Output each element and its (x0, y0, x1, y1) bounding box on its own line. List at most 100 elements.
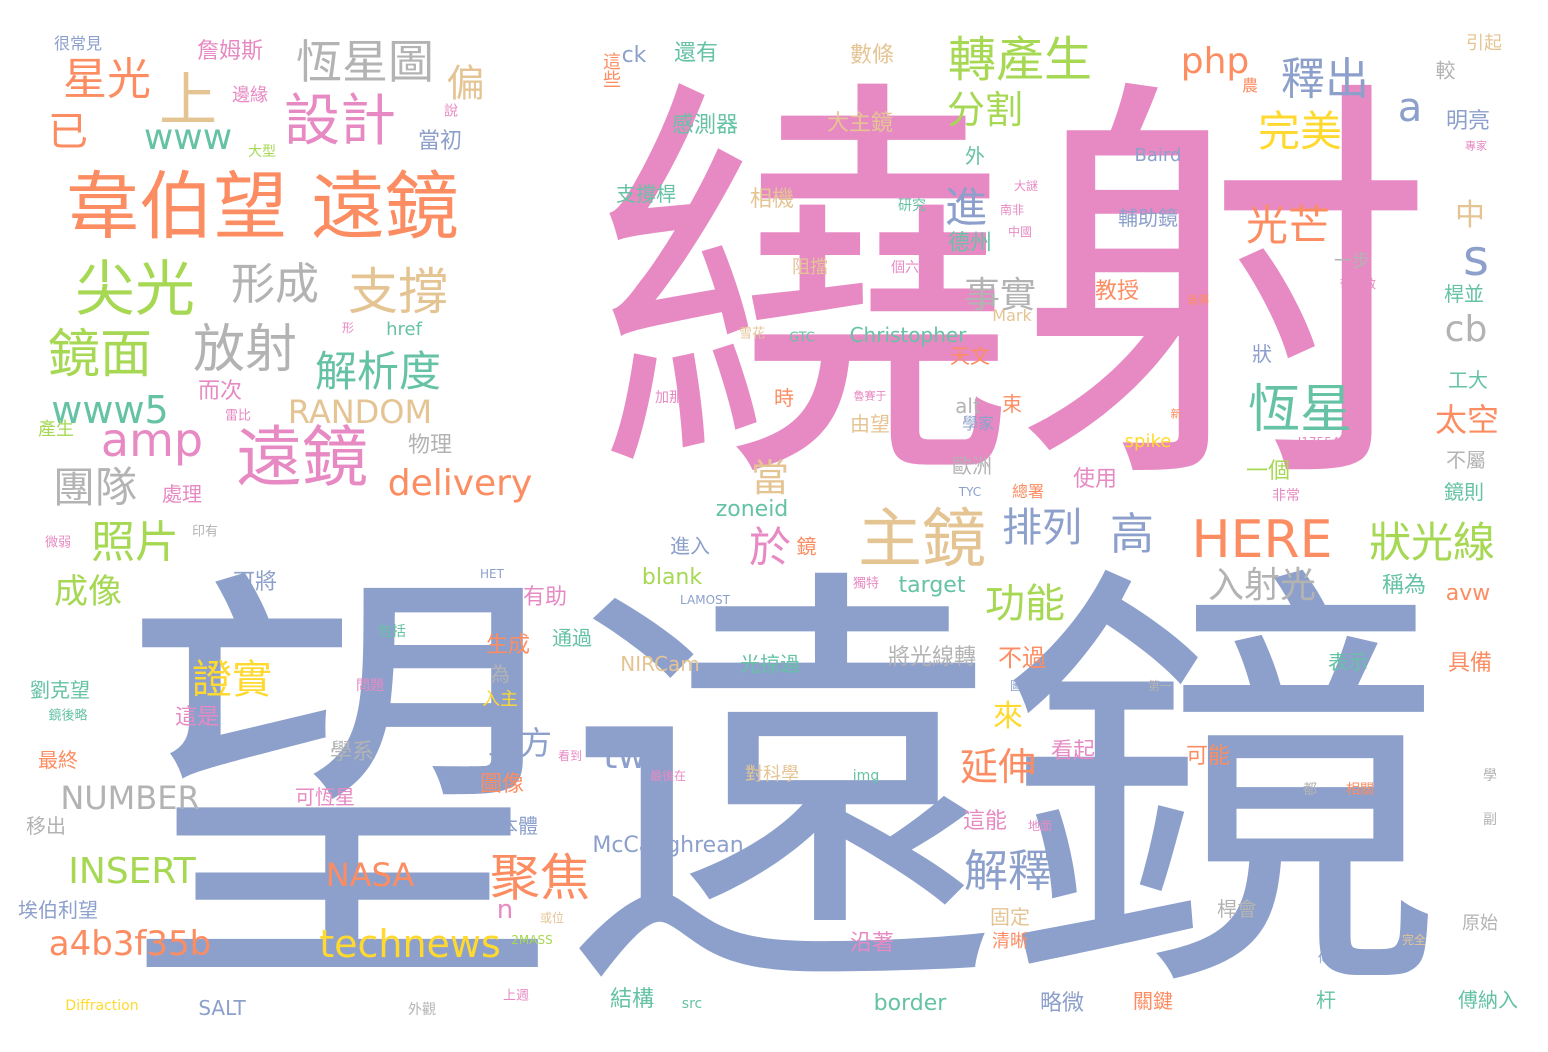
word-alt: alt (955, 394, 981, 418)
word-教授: 教授 (1094, 279, 1140, 304)
word-物理: 物理 (407, 433, 453, 458)
word-結構: src (681, 996, 703, 1012)
word-由望: 由望 (850, 412, 890, 436)
word-專家-small: 專家 (1465, 139, 1487, 153)
word-生成: 生成 (485, 633, 531, 658)
word-印有: 印有 (191, 524, 219, 540)
word-Baird: Baird (1134, 145, 1182, 166)
word-沿著: 清晰 (992, 931, 1028, 952)
word-主鏡: 主鏡 (858, 503, 986, 577)
word-本體: 這能 (962, 809, 1008, 834)
word-釋出: 釋出 (1281, 54, 1369, 105)
word-助理: 埃伯利望 (18, 898, 98, 922)
word-這些: 這些 (600, 52, 621, 88)
word-設計: 設計 (284, 89, 396, 154)
word-關鍵: 杆 (1316, 988, 1336, 1012)
word-成像: 成像 (54, 572, 122, 612)
word-上方: 上方 (487, 724, 553, 762)
word-郁守敬: 郁守敬 (1339, 277, 1377, 291)
word-鏡則: 鏡則 (1444, 480, 1484, 504)
word-恆星: 恆星 (1247, 380, 1353, 440)
word-a4b3f35b: a4b3f35b (48, 924, 212, 964)
word-移出: 本體 (498, 814, 538, 838)
word-形成: 形成 (231, 259, 319, 310)
word-包括: 包括 (378, 624, 406, 640)
word-為: 入主 (482, 689, 518, 710)
word-GTC: GTC (789, 330, 815, 346)
word-光掠過: 光掠過 (740, 652, 800, 676)
word-INSERT: INSERT (68, 851, 196, 892)
word-圖像: 可恆星 (295, 785, 355, 809)
word-amp: amp (100, 413, 204, 467)
word-鏡: 鏡 (793, 536, 817, 556)
word-使用: 使用 (1072, 467, 1118, 492)
word-看起: 看到 (557, 749, 583, 763)
word-technews: technews (319, 922, 501, 966)
word-處理: 處理 (162, 482, 202, 506)
word-研究: 研究 (898, 198, 926, 214)
word-雪花: 雪花 (738, 326, 766, 342)
word-原始: 沿著 (849, 931, 895, 956)
word-一步: 一步 (1334, 251, 1370, 272)
word-tw: tw (603, 736, 647, 777)
word-href: href (386, 319, 422, 340)
word-劉克望: 問題 (356, 678, 384, 694)
word-魯賽于: 魯賽于 (853, 389, 887, 403)
word-副: McCaughrean (592, 833, 744, 858)
word-農: 農 (1241, 76, 1259, 95)
word-都: 相關 (1346, 782, 1374, 798)
word-排列: 排列 (1002, 505, 1082, 551)
word-明亮: 明亮 (1445, 109, 1491, 134)
word-學家: 學家 (961, 414, 995, 433)
word-中: 中 (1455, 198, 1485, 233)
word-s: s (1462, 229, 1490, 287)
word-來: 來 (993, 699, 1023, 734)
word-埃伯利望: 或位 (539, 911, 565, 925)
word-一個: 一個 (1245, 459, 1291, 484)
word-不屬: 不屬 (1446, 448, 1486, 472)
word-傳: 2MASS (511, 933, 553, 947)
word-支撐: 支撐 (348, 263, 448, 321)
word-轉產生: 轉產生 (947, 32, 1093, 88)
word-第一: 鏡後略 (48, 708, 88, 724)
word-稱為: 稱為 (1381, 573, 1427, 598)
word-NIRCam: NIRCam (620, 652, 700, 676)
word-恆星圖: 恆星圖 (296, 35, 434, 89)
word-桿會: 原始 (1462, 913, 1498, 934)
word-鏡後略: 這是 (174, 705, 220, 730)
word-分割: 分割 (946, 88, 1024, 132)
word-時: 時 (774, 386, 794, 410)
word-阻擋: 阻擋 (792, 257, 828, 278)
word-中國: 中國 (1007, 225, 1033, 239)
word-RANDOM: RANDOM (287, 393, 433, 431)
word-引起: 引起 (1466, 33, 1502, 54)
word-Mark: Mark (992, 306, 1032, 325)
word-圖案: 第一 (1147, 679, 1173, 693)
word-LAMOST: LAMOST (680, 593, 730, 607)
word-產生: 產生 (38, 419, 74, 440)
word-個六邊: 個六邊 (891, 260, 933, 276)
word-而次: 而次 (197, 379, 243, 404)
word-太空: 太空 (1434, 401, 1500, 439)
word-不過: 劉克望 (30, 678, 90, 702)
word-照片: 照片 (91, 517, 179, 568)
word-偏: 偏 (440, 63, 484, 101)
word-具備: 具備 (1447, 651, 1493, 676)
word-Christopher: Christopher (849, 323, 967, 347)
word-最後在: 對科學 (745, 764, 799, 785)
word-歐洲: 歐洲 (952, 454, 992, 478)
word-解析度: 解析度 (314, 347, 442, 396)
word-束: 束 (1002, 392, 1022, 416)
word-外: 外 (965, 144, 985, 168)
word-問題: 圖案 (1009, 679, 1035, 693)
word-聚焦: 聚焦 (490, 849, 590, 907)
word-Diffraction: SALT (198, 996, 246, 1020)
word-這能: 地面 (1027, 819, 1053, 833)
word-工大: 工大 (1448, 368, 1488, 392)
word-天文: 天文 (950, 344, 990, 368)
word-delivery: delivery (387, 463, 533, 504)
word-zoneid: zoneid (715, 497, 789, 522)
word-非常: 非常 (1272, 488, 1300, 504)
word-最終: 看起 (1050, 739, 1096, 764)
word-還有: 還有 (673, 41, 719, 66)
